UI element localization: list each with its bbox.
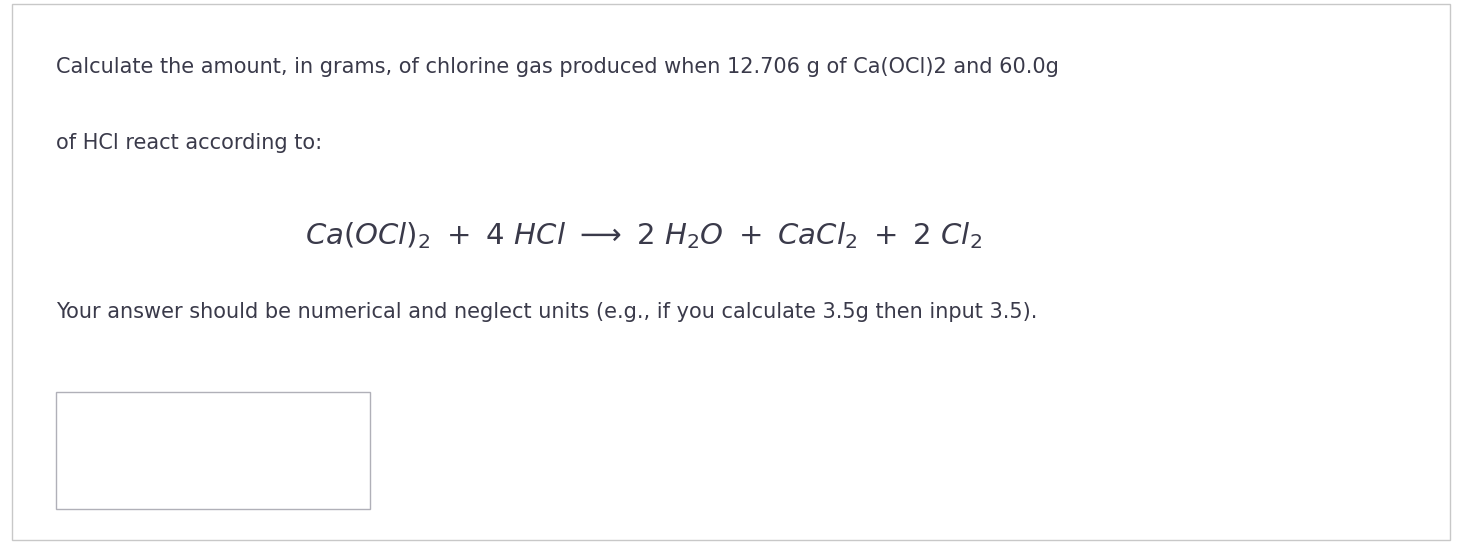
Text: Calculate the amount, in grams, of chlorine gas produced when 12.706 g of Ca(OCl: Calculate the amount, in grams, of chlor… [56, 57, 1058, 77]
FancyBboxPatch shape [56, 392, 370, 509]
Text: Your answer should be numerical and neglect units (e.g., if you calculate 3.5g t: Your answer should be numerical and negl… [56, 302, 1037, 322]
Text: of HCl react according to:: of HCl react according to: [56, 133, 322, 153]
FancyBboxPatch shape [12, 4, 1450, 540]
Text: $\mathit{Ca(OCl)_2}$$ \ + \ 4 \ \mathit{HCl} \ \longrightarrow \ 2 \ \mathit{H_2: $\mathit{Ca(OCl)_2}$$ \ + \ 4 \ \mathit{… [306, 220, 981, 251]
